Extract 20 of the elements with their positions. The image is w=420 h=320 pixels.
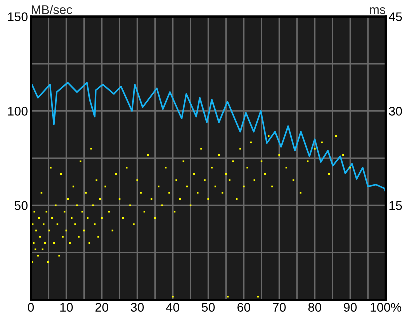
y2-tick-label: 30 bbox=[389, 107, 402, 116]
y-tick-label: 150 bbox=[8, 12, 28, 22]
line-series bbox=[31, 82, 386, 194]
y2-axis-title: ms bbox=[370, 7, 386, 14]
x-tick-label: 40 bbox=[166, 303, 180, 312]
y2-tick-label: 15 bbox=[390, 202, 402, 210]
y2-tick-label: 45 bbox=[389, 12, 402, 22]
y-axis-title: MB/sec bbox=[32, 5, 72, 14]
x-tick-label: 60 bbox=[238, 303, 250, 312]
x-tick-label: 90 bbox=[344, 303, 357, 312]
y-tick-label: 100 bbox=[8, 107, 28, 116]
x-tick-label: 20 bbox=[96, 303, 109, 312]
y-tick-label: 50 bbox=[14, 201, 28, 210]
x-tick-label: 50 bbox=[202, 303, 215, 312]
x-tick-label: 100% bbox=[370, 303, 402, 312]
x-tick-label: 0 bbox=[28, 303, 34, 312]
x-tick-label: 70 bbox=[273, 303, 286, 312]
x-tick-label: 80 bbox=[308, 303, 322, 312]
x-tick-label: 10 bbox=[60, 303, 74, 312]
x-tick-label: 30 bbox=[131, 303, 144, 312]
